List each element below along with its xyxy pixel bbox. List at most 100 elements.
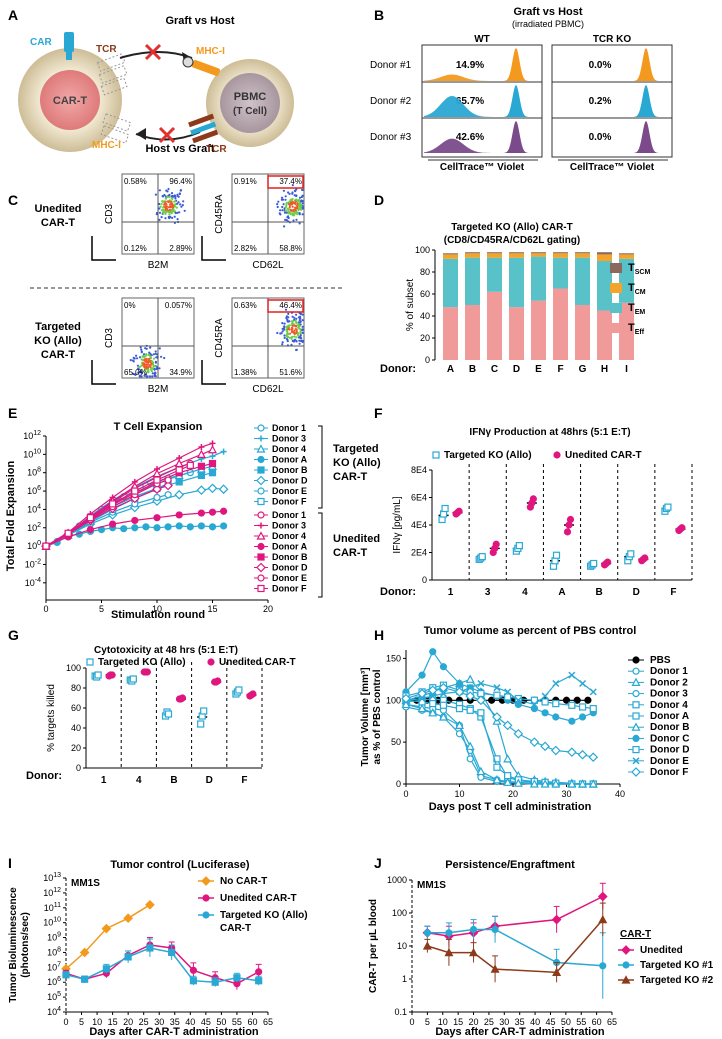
e-ytick-label: 100 <box>27 540 41 551</box>
flow-event <box>168 211 171 214</box>
flow-event <box>293 335 296 338</box>
h-data-point <box>455 679 464 688</box>
flow-event <box>172 210 175 213</box>
h-data-point <box>466 684 474 692</box>
h-ytick-label: 150 <box>386 653 401 663</box>
flow-event <box>148 375 152 378</box>
h-legend-marker <box>631 677 641 687</box>
e-data-point <box>164 476 172 484</box>
d-legend-swatch <box>610 263 622 273</box>
i-ytick-label: 109 <box>47 932 61 943</box>
d-legend-label: TEff <box>628 322 645 336</box>
d-category-label: I <box>625 364 628 375</box>
flow-event <box>173 203 176 206</box>
flow-event <box>281 209 284 212</box>
e-legend-marker <box>257 466 265 474</box>
e-data-point <box>197 509 205 517</box>
flow-event <box>295 199 298 202</box>
i-ytick-label: 1010 <box>43 917 61 928</box>
flow-event <box>276 203 279 206</box>
d-bar-segment <box>465 305 480 360</box>
j-xtick-label: 5 <box>425 1017 430 1027</box>
i-series-line <box>65 947 259 983</box>
h-data-point <box>504 688 512 696</box>
h-data-point-b <box>439 690 447 698</box>
flow-event <box>286 338 289 341</box>
e-data-point <box>218 484 229 495</box>
panelF-legend-un: Unedited CAR-T <box>565 450 642 461</box>
i-data-point <box>124 953 132 961</box>
h-data-point-b <box>541 692 549 700</box>
flow-event <box>171 204 174 207</box>
h-legend-label: Donor 3 <box>650 689 688 700</box>
e-data-point <box>153 514 161 522</box>
flow-event <box>159 205 162 208</box>
quadrant-ll-value: 65.0% <box>124 368 147 377</box>
flow-event <box>293 316 296 319</box>
axis-arrow-icon <box>201 236 226 261</box>
flow-event <box>281 343 284 346</box>
panelG-category-label: F <box>241 775 247 786</box>
e-data-point <box>131 524 139 532</box>
e-ytick-label: 104 <box>27 503 41 514</box>
quadrant-lr-value: 58.8% <box>279 244 302 253</box>
flow-event <box>145 353 148 356</box>
h-data-point <box>455 705 464 713</box>
j-ylabel: CAR-T per µL blood <box>368 899 379 993</box>
e-xtick-label: 10 <box>152 604 162 614</box>
e-legend-marker <box>258 522 264 529</box>
quadrant-ul-value: 0.58% <box>124 177 147 186</box>
flow-event <box>176 211 179 214</box>
panelF-data-point <box>678 524 686 532</box>
e-data-point <box>208 523 217 531</box>
flow-event <box>158 189 161 192</box>
panelG-ylabel: % targets killed <box>46 684 57 752</box>
targeted-label-line3: CAR-T <box>41 349 75 361</box>
d-bar-segment <box>575 253 590 258</box>
panel-i-title: Tumor control (Luciferase) <box>110 859 249 871</box>
h-data-point-b <box>589 688 597 696</box>
e-data-point <box>174 489 185 500</box>
flow-event <box>153 365 157 368</box>
flow-event <box>291 322 294 325</box>
d-legend-swatch <box>610 303 622 313</box>
flow-event <box>296 202 299 205</box>
i-ytick-label: 1011 <box>44 902 61 913</box>
e-data-point <box>131 516 139 525</box>
e-data-point <box>220 507 228 515</box>
panel-d: D Targeted KO (Allo) CAR-T (CD8/CD45RA/C… <box>374 192 650 375</box>
h-data-point <box>567 747 577 758</box>
j-data-point <box>423 929 431 937</box>
flow-event <box>285 211 288 214</box>
flow-event <box>294 324 297 327</box>
panelF-data-point <box>590 559 598 568</box>
flow-event <box>291 335 294 338</box>
tcr-bottom-label: TCR <box>206 144 227 155</box>
host-block-x-icon <box>158 126 176 144</box>
d-bar-segment <box>443 258 458 308</box>
panelF-legend-un-marker <box>553 451 561 459</box>
d-ytick-label: 80 <box>420 267 430 277</box>
h-xtick-label: 20 <box>508 789 518 799</box>
flow-event <box>301 213 304 216</box>
h-legend-marker <box>632 667 640 675</box>
i-xtick-label: 0 <box>63 1017 68 1027</box>
flow-event <box>289 208 292 212</box>
h-data-point <box>578 779 588 788</box>
flow-event <box>291 324 294 327</box>
flow-event <box>291 184 294 187</box>
d-bar-segment <box>575 252 590 254</box>
j-ytick-label: 1 <box>402 974 407 984</box>
flow-event <box>173 215 176 218</box>
e-legend-marker <box>257 584 265 593</box>
pbmc-cell-nucleus <box>220 73 280 133</box>
h-data-point <box>493 684 501 692</box>
panel-c: C Unedited CAR-T Targeted KO (Allo) CAR-… <box>8 173 345 395</box>
flow-event <box>170 210 173 213</box>
flow-event <box>144 366 147 370</box>
tcr-ko-header: TCR KO <box>593 34 632 45</box>
car-receptor-icon <box>64 32 74 52</box>
h-legend-marker <box>631 767 641 777</box>
e-data-point <box>207 483 218 494</box>
